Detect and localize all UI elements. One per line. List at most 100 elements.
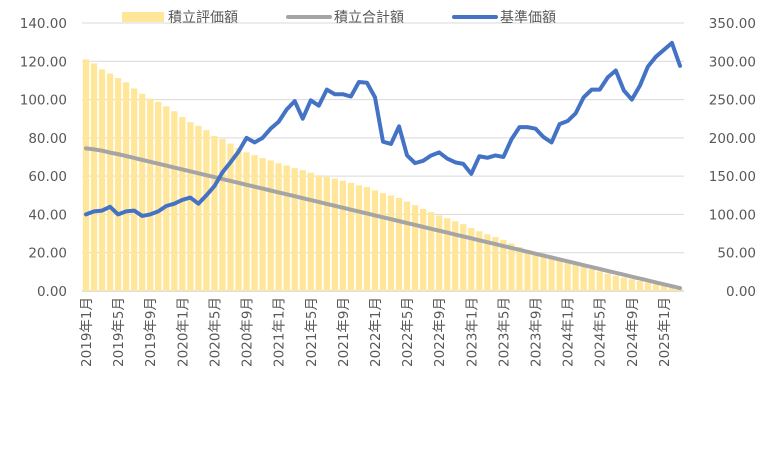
left-y-tick-label: 60.00 — [28, 169, 67, 185]
bar — [315, 175, 322, 291]
bar — [131, 88, 138, 292]
left-y-tick-label: 140.00 — [20, 16, 67, 32]
x-tick-label: 2023年5月 — [496, 297, 512, 367]
bar — [548, 256, 555, 291]
bar — [371, 190, 379, 291]
x-tick-label: 2021年5月 — [304, 297, 320, 367]
bar — [588, 269, 595, 291]
left-y-tick-label: 120.00 — [20, 54, 67, 70]
legend-label-valuation: 積立評価額 — [168, 10, 238, 26]
right-y-tick-label: 300.00 — [709, 54, 756, 70]
bar — [171, 111, 178, 292]
right-y-tick-label: 250.00 — [709, 93, 756, 109]
legend-swatch-valuation — [122, 12, 164, 22]
bar — [291, 168, 298, 291]
bar — [195, 125, 202, 291]
left-y-axis: 0.00 20.00 40.00 60.00 80.00 100.00 120.00 140.… — [20, 16, 67, 300]
bar — [307, 172, 314, 291]
bar — [596, 271, 603, 291]
bar — [628, 279, 635, 291]
bar — [484, 234, 491, 291]
bar — [187, 122, 194, 291]
bar — [251, 155, 258, 291]
x-axis: 2019年1月 2019年5月 2019年9月 2020年1月 2020年5月 2020年… — [79, 297, 673, 367]
x-tick-label: 2020年9月 — [240, 297, 256, 367]
left-y-tick-label: 20.00 — [28, 246, 67, 262]
bar — [532, 252, 539, 291]
x-tick-label: 2024年5月 — [593, 297, 609, 367]
bar — [387, 195, 395, 291]
x-tick-label: 2019年5月 — [111, 297, 127, 367]
x-tick-label: 2021年9月 — [336, 297, 352, 367]
bar — [147, 98, 154, 291]
x-tick-label: 2022年1月 — [368, 297, 384, 367]
bar — [219, 139, 226, 291]
x-tick-label: 2019年1月 — [79, 297, 95, 367]
bar — [452, 221, 459, 291]
bar — [460, 224, 467, 291]
bar — [267, 160, 274, 291]
bar — [395, 197, 403, 291]
bar — [420, 208, 427, 291]
bar — [524, 249, 531, 291]
x-tick-label: 2024年9月 — [625, 297, 641, 367]
bar — [612, 275, 619, 291]
x-tick-label: 2022年5月 — [400, 297, 416, 367]
bar — [259, 158, 266, 291]
bar — [644, 282, 652, 291]
bar — [636, 281, 643, 291]
bar — [652, 284, 660, 291]
x-tick-label: 2020年5月 — [207, 297, 223, 367]
bar — [428, 212, 435, 291]
bar — [323, 176, 330, 291]
bar — [235, 147, 242, 291]
bar — [299, 170, 306, 291]
bar — [139, 93, 146, 291]
bar — [668, 287, 676, 291]
bar — [516, 246, 523, 291]
bar — [572, 264, 579, 291]
bar — [82, 59, 90, 291]
bar — [275, 163, 282, 291]
bar — [436, 215, 443, 291]
bar — [476, 231, 483, 291]
left-y-tick-label: 80.00 — [28, 131, 67, 147]
bar — [660, 285, 668, 291]
bar — [179, 116, 186, 292]
x-tick-label: 2020年1月 — [175, 297, 191, 367]
x-tick-label: 2022年9月 — [432, 297, 448, 367]
bar — [540, 254, 547, 291]
bar — [90, 63, 98, 291]
right-y-tick-label: 100.00 — [709, 207, 756, 223]
x-tick-label: 2021年1月 — [272, 297, 288, 367]
bar — [211, 135, 218, 291]
bar — [556, 259, 563, 291]
right-y-tick-label: 50.00 — [717, 246, 756, 262]
bar — [580, 266, 587, 291]
left-y-tick-label: 0.00 — [37, 284, 67, 300]
legend-entry-total: 積立合計額 — [286, 10, 404, 26]
bar — [243, 152, 250, 291]
legend-label-nav: 基準価額 — [500, 9, 556, 26]
bar — [114, 77, 122, 291]
bar — [403, 201, 411, 291]
bar — [203, 130, 210, 291]
bar-series-valuation — [82, 59, 684, 292]
x-tick-label: 2023年9月 — [529, 297, 545, 367]
bar — [339, 180, 346, 291]
bar — [564, 261, 571, 291]
bar — [379, 193, 387, 291]
x-tick-label: 2023年1月 — [464, 297, 480, 367]
bar — [411, 205, 419, 291]
legend: 積立評価額 積立合計額 基準価額 — [122, 9, 556, 26]
left-y-tick-label: 100.00 — [20, 93, 67, 109]
bar — [331, 178, 338, 291]
line-nav — [84, 40, 682, 218]
bar — [620, 277, 627, 291]
bar — [283, 165, 290, 291]
bar — [604, 273, 611, 291]
line-total — [84, 146, 682, 291]
right-y-axis: 0.00 50.00 100.00 150.00 200.00 250.00 300.00 3… — [709, 16, 756, 300]
legend-entry-nav: 基準価額 — [452, 9, 556, 26]
